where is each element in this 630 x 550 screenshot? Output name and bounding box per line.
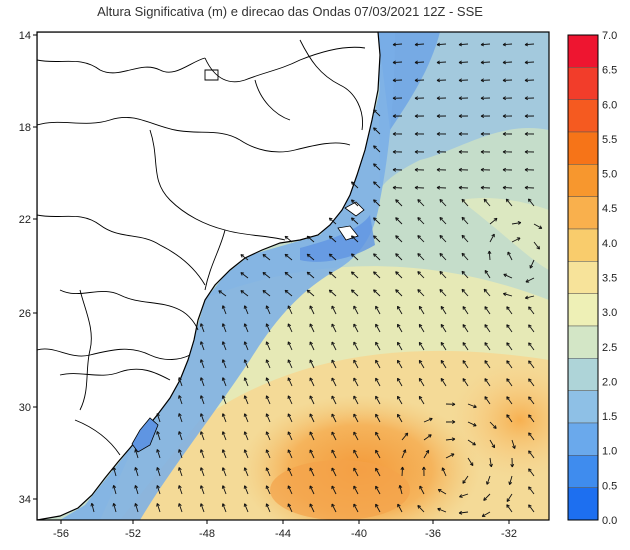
colorbar-segment bbox=[567, 455, 599, 488]
colorbar-label: 7.0 bbox=[602, 30, 617, 42]
colorbar-label: 2.0 bbox=[602, 376, 617, 388]
colorbar-segment bbox=[567, 99, 599, 133]
longitude-axis: -56 -52 -48 -44 -40 -36 -32 bbox=[53, 520, 517, 540]
colorbar-label: 1.5 bbox=[602, 411, 617, 423]
lon-tick-label: -36 bbox=[425, 528, 441, 540]
lon-tick-label: -44 bbox=[275, 528, 291, 540]
colorbar-label: 6.0 bbox=[602, 99, 617, 111]
lon-tick-label: -32 bbox=[501, 528, 517, 540]
colorbar-segment bbox=[567, 293, 599, 327]
latitude-axis: 14 18 22 26 30 34 bbox=[19, 30, 37, 506]
colorbar-segment bbox=[567, 325, 599, 359]
colorbar-label: 5.5 bbox=[602, 134, 617, 146]
lat-tick-label: 26 bbox=[19, 308, 31, 320]
lat-tick-label: 34 bbox=[19, 494, 31, 506]
lat-tick-label: 18 bbox=[19, 122, 31, 134]
lon-tick-label: -48 bbox=[199, 528, 215, 540]
lat-tick-label: 22 bbox=[19, 214, 31, 226]
lon-tick-label: -52 bbox=[125, 528, 141, 540]
colorbar-label: 5.0 bbox=[602, 169, 617, 181]
colorbar: 7.0 6.5 6.0 5.5 5.0 4.5 4.0 3.5 3.0 2.5 2.0 1.5 1.0 0… bbox=[567, 30, 617, 527]
colorbar-label: 6.5 bbox=[602, 65, 617, 77]
colorbar-label: 2.5 bbox=[602, 342, 617, 354]
colorbar-segment bbox=[567, 228, 599, 262]
colorbar-segment bbox=[567, 196, 599, 230]
colorbar-segment bbox=[567, 34, 599, 68]
colorbar-label: 0.5 bbox=[602, 480, 617, 492]
colorbar-label: 0.0 bbox=[602, 515, 617, 527]
wave-height-field bbox=[37, 32, 549, 520]
plot-frame bbox=[36, 31, 550, 521]
colorbar-label: 3.0 bbox=[602, 307, 617, 319]
colorbar-label: 4.0 bbox=[602, 238, 617, 250]
colorbar-label: 3.5 bbox=[602, 273, 617, 285]
state-borders bbox=[37, 39, 366, 456]
colorbar-segment bbox=[567, 67, 599, 100]
lon-tick-label: -40 bbox=[351, 528, 367, 540]
lon-tick-label: -56 bbox=[53, 528, 69, 540]
colorbar-segment bbox=[567, 261, 599, 294]
colorbar-segment bbox=[567, 131, 599, 165]
colorbar-segment bbox=[567, 358, 599, 391]
lat-tick-label: 30 bbox=[19, 402, 31, 414]
lat-tick-label: 14 bbox=[19, 30, 31, 42]
colorbar-segment bbox=[567, 390, 599, 424]
colorbar-label: 1.0 bbox=[602, 446, 617, 458]
colorbar-segment bbox=[567, 422, 599, 456]
colorbar-label: 4.5 bbox=[602, 203, 617, 215]
colorbar-segment bbox=[567, 164, 599, 197]
map-title: Altura Significativa (m) e direcao das O… bbox=[97, 4, 483, 19]
colorbar-segment bbox=[567, 487, 599, 521]
wave-direction-arrows bbox=[90, 42, 543, 517]
